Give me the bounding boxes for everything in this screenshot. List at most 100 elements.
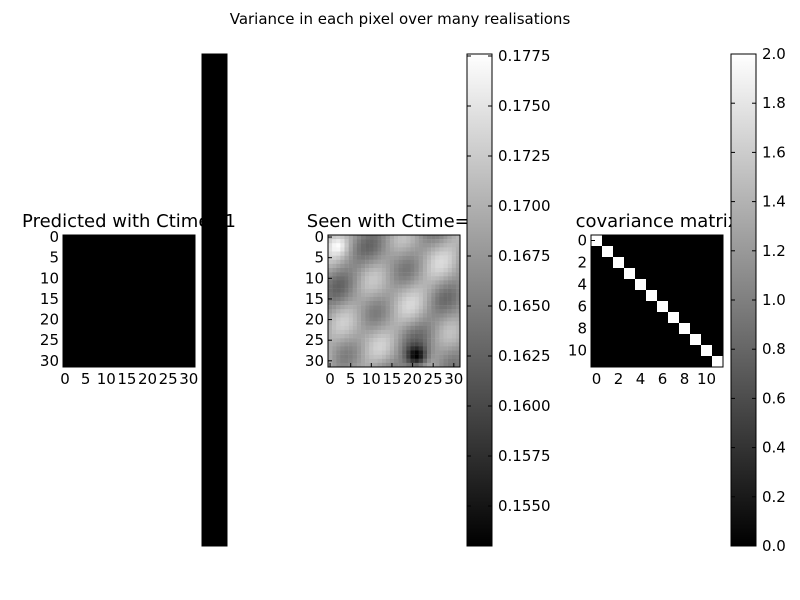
- seen-cell: [352, 346, 358, 351]
- colorbar-tick-label: 0.8: [762, 340, 786, 358]
- covariance-cell: [712, 334, 724, 346]
- covariance-cell: [602, 257, 614, 269]
- seen-cell: [394, 243, 399, 248]
- covariance-cell: [701, 268, 713, 280]
- seen-cell: [414, 280, 419, 285]
- seen-cell: [435, 247, 440, 252]
- seen-cell: [455, 342, 461, 347]
- seen-cell: [410, 243, 415, 248]
- seen-cell: [447, 284, 452, 289]
- seen-cell: [381, 362, 386, 368]
- covariance-cell: [646, 356, 658, 368]
- seen-cell: [340, 288, 345, 293]
- seen-cell: [361, 239, 366, 244]
- seen-cell: [365, 338, 370, 343]
- seen-cell: [328, 321, 333, 326]
- seen-cell: [381, 313, 386, 318]
- seen-cell: [369, 251, 374, 256]
- seen-cell: [344, 259, 349, 265]
- seen-cell: [344, 235, 349, 240]
- seen-cell: [398, 288, 403, 293]
- seen-cell: [443, 268, 448, 273]
- seen-cell: [328, 309, 333, 314]
- covariance-cell: [701, 312, 713, 324]
- seen-cell: [328, 263, 333, 269]
- seen-cell: [328, 239, 333, 244]
- seen-cell: [348, 259, 353, 265]
- seen-cell: [435, 350, 440, 355]
- seen-cell: [340, 276, 345, 281]
- covariance-cell: [624, 257, 636, 269]
- seen-cell: [369, 259, 374, 265]
- seen-cell: [418, 268, 424, 273]
- seen-cell: [328, 272, 333, 277]
- seen-cell: [406, 334, 411, 339]
- seen-cell: [414, 301, 419, 306]
- seen-cell: [377, 342, 382, 347]
- seen-cell: [439, 350, 444, 355]
- seen-cell: [439, 272, 444, 277]
- seen-cell: [435, 342, 440, 347]
- seen-cell: [352, 235, 358, 240]
- seen-cell: [385, 358, 391, 364]
- seen-cell: [451, 255, 457, 260]
- seen-cell: [431, 325, 436, 331]
- seen-cell: [385, 301, 391, 306]
- covariance-cell: [668, 290, 680, 302]
- covariance-title: covariance matrix: [576, 211, 739, 232]
- seen-cell: [377, 263, 382, 269]
- seen-cell: [451, 342, 457, 347]
- seen-cell: [439, 243, 444, 248]
- covariance-cell: [613, 268, 625, 280]
- seen-cell: [431, 268, 436, 273]
- seen-cell: [402, 251, 407, 256]
- seen-cell: [356, 255, 362, 260]
- covariance-cell: [624, 279, 636, 291]
- covariance-cell: [635, 301, 647, 313]
- colorbar-tick-label: 1.8: [762, 94, 786, 112]
- seen-cell: [348, 292, 353, 298]
- seen-cell: [398, 309, 403, 314]
- seen-cell: [431, 346, 436, 351]
- seen-cell: [394, 342, 399, 347]
- seen-cell: [451, 263, 457, 269]
- seen-cell: [451, 313, 457, 318]
- seen-cell: [361, 329, 366, 335]
- seen-cell: [406, 272, 411, 277]
- seen-cell: [422, 325, 428, 331]
- covariance-cell: [602, 268, 614, 280]
- seen-cell: [447, 321, 452, 326]
- seen-cell: [352, 334, 358, 339]
- seen-cell: [344, 354, 349, 359]
- seen-cell: [410, 354, 415, 359]
- seen-cell: [443, 329, 448, 335]
- seen-cell: [427, 268, 432, 273]
- seen-cell: [365, 243, 370, 248]
- seen-cell: [377, 272, 382, 277]
- seen-cell: [352, 263, 358, 269]
- seen-cell: [365, 362, 370, 368]
- seen-cell: [451, 235, 457, 240]
- seen-cell: [373, 243, 378, 248]
- seen-cell: [427, 276, 432, 281]
- seen-cell: [352, 296, 358, 302]
- seen-colorbar-bar: [466, 53, 493, 547]
- seen-cell: [422, 263, 428, 269]
- seen-cell: [348, 235, 353, 240]
- seen-cell: [418, 309, 424, 314]
- seen-cell: [332, 313, 337, 318]
- seen-cell: [381, 342, 386, 347]
- seen-cell: [443, 239, 448, 244]
- x-tick-label: 8: [680, 370, 690, 388]
- seen-cell: [344, 263, 349, 269]
- seen-cell: [381, 354, 386, 359]
- seen-cell: [418, 247, 424, 252]
- seen-cell: [352, 247, 358, 252]
- seen-cell: [398, 362, 403, 368]
- seen-cell: [332, 263, 337, 269]
- seen-cell: [373, 350, 378, 355]
- seen-cell: [447, 301, 452, 306]
- seen-cell: [348, 239, 353, 244]
- seen-cell: [385, 247, 391, 252]
- covariance-cell: [646, 334, 658, 346]
